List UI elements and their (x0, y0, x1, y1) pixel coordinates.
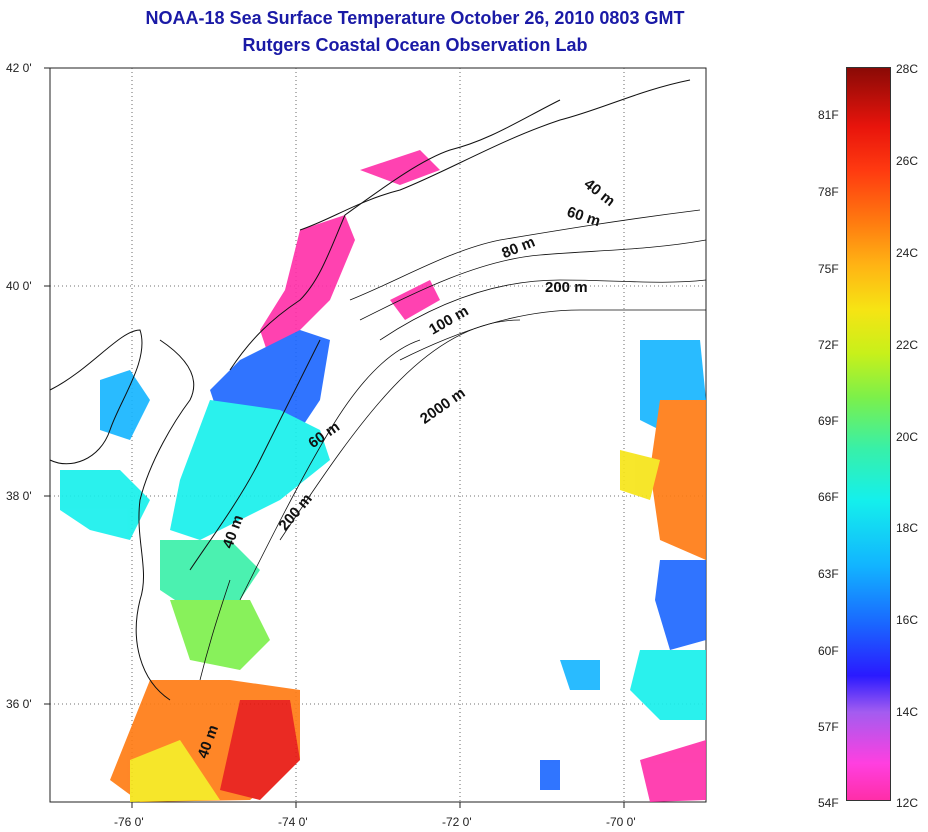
sst-data (60, 150, 706, 802)
lon-label-72: -72 0' (442, 815, 472, 829)
lon-label-70: -70 0' (606, 815, 636, 829)
lat-labels: 42 0' 40 0' 38 0' 36 0' (6, 61, 32, 711)
depth-labels: 40 m 60 m 80 m 200 m 100 m 2000 m 60 m 2… (194, 176, 618, 761)
colorbar-c-14: 14C (896, 705, 919, 719)
colorbar-c-28: 28C (896, 62, 919, 76)
lat-label-36: 36 0' (6, 697, 32, 711)
colorbar-f-63: 63F (818, 567, 839, 581)
temperature-colorbar (846, 67, 891, 801)
depth-label-40m-north: 40 m (581, 176, 618, 210)
colorbar-f-75: 75F (818, 262, 839, 276)
depth-label-200m-north: 200 m (545, 279, 588, 296)
colorbar-f-78: 78F (818, 185, 839, 199)
colorbar-f-66: 66F (818, 490, 839, 504)
lon-label-74: -74 0' (278, 815, 308, 829)
axis-ticks (44, 67, 625, 808)
colorbar-f-72: 72F (818, 338, 839, 352)
colorbar-f-54: 54F (818, 796, 839, 810)
coastline (49, 79, 691, 701)
lat-label-40: 40 0' (6, 279, 32, 293)
colorbar-c-20: 20C (896, 430, 919, 444)
colorbar-f-69: 69F (818, 414, 839, 428)
colorbar-c-12: 12C (896, 796, 919, 810)
colorbar-c-18: 18C (896, 521, 919, 535)
depth-label-2000m: 2000 m (417, 385, 468, 428)
map-subtitle: Rutgers Coastal Ocean Observation Lab (242, 35, 588, 55)
lat-label-42: 42 0' (6, 61, 32, 75)
isobaths (199, 209, 707, 681)
colorbar-c-26: 26C (896, 154, 919, 168)
lon-label-76: -76 0' (114, 815, 144, 829)
lon-labels: -76 0' -74 0' -72 0' -70 0' (114, 815, 636, 829)
colorbar-c-24: 24C (896, 246, 919, 260)
colorbar-f-60: 60F (818, 644, 839, 658)
colorbar-f-57: 57F (818, 720, 839, 734)
colorbar-f-81: 81F (818, 108, 839, 122)
colorbar-c-16: 16C (896, 613, 919, 627)
graticule (50, 68, 706, 802)
colorbar-c-22: 22C (896, 338, 919, 352)
map-title: NOAA-18 Sea Surface Temperature October … (145, 8, 685, 28)
lat-label-38: 38 0' (6, 489, 32, 503)
